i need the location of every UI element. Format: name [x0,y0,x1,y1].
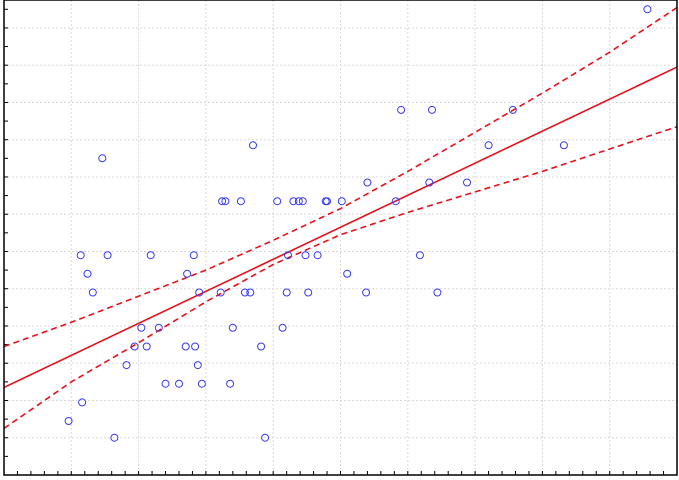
data-point [249,141,257,150]
data-point [425,178,434,187]
data-point [154,323,163,332]
data-point [76,251,85,260]
data-point [304,288,313,297]
data-point [64,417,73,425]
data-point [110,433,119,442]
data-points [64,5,652,442]
data-point [161,379,170,388]
data-point [228,323,237,332]
data-point [282,288,291,297]
data-point [246,288,255,297]
data-point [221,197,230,206]
data-point [195,288,204,297]
data-point [236,197,245,206]
fit-line [3,66,678,389]
data-point [362,288,371,297]
data-point [146,251,155,260]
regression-line [3,66,678,389]
data-point [415,251,424,260]
data-point [433,288,442,297]
data-point [191,342,200,351]
data-point [103,251,112,260]
data-point [216,288,225,297]
data-point [323,197,331,206]
data-point [343,269,352,278]
data-point [289,197,298,206]
data-point [428,105,436,114]
data-point [78,398,87,407]
data-point [226,379,235,388]
data-point [83,269,92,278]
data-point [508,105,517,114]
data-point [137,323,146,332]
data-point [643,5,652,14]
data-point [273,197,282,206]
data-point [298,197,307,206]
confidence-band-lower [3,125,678,430]
data-point [559,141,568,150]
data-point [130,342,139,351]
data-point [181,342,190,351]
data-point [175,379,183,388]
data-point [278,323,287,332]
data-point [240,288,249,297]
data-point [363,178,372,187]
data-point [142,342,151,351]
data-point [183,269,192,278]
data-point [337,197,346,206]
data-point [463,178,471,187]
data-point [294,197,303,206]
confidence-band-upper [3,6,678,348]
data-point [484,141,493,150]
data-point [313,251,322,260]
data-point [257,342,266,351]
data-point [218,197,227,206]
data-point [301,251,310,260]
data-point [88,288,97,297]
data-point [189,251,198,260]
grid [4,0,677,475]
data-point [284,251,292,260]
data-point [261,433,270,442]
data-point [391,197,400,206]
data-point [397,105,406,114]
data-point [197,379,206,388]
confidence-band [3,6,678,430]
plot-frame [3,0,678,476]
data-point [122,361,131,370]
data-point [193,361,202,370]
data-point [98,154,107,163]
